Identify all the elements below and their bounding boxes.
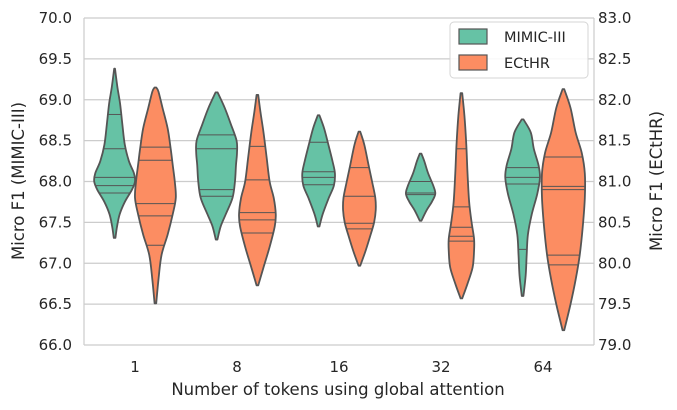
x-tick-label: 32 — [431, 358, 450, 376]
tick-labels: 66.0 66.5 67.0 67.5 68.0 68.5 69.0 69.5 70.0 79.0… — [39, 9, 632, 376]
y-right-tick-label: 83.0 — [598, 9, 631, 27]
violin-ecthr-8 — [238, 93, 277, 287]
violin-body — [238, 93, 277, 287]
x-tick-label: 64 — [533, 358, 552, 376]
violin-body — [93, 67, 137, 239]
y-right-tick-label: 79.5 — [598, 295, 631, 313]
y-left-tick-label: 69.0 — [39, 91, 72, 109]
y-right-tick-label: 81.5 — [598, 132, 631, 150]
y-right-tick-label: 82.0 — [598, 91, 631, 109]
violin-body — [447, 92, 476, 300]
violin-body — [504, 118, 541, 297]
y-left-tick-label: 68.5 — [39, 132, 72, 150]
violin-body — [404, 152, 437, 222]
violin-ecthr-16 — [342, 130, 377, 267]
violin-body — [195, 91, 239, 241]
y-right-tick-label: 80.5 — [598, 213, 631, 231]
legend-swatch-ecthr — [458, 54, 488, 71]
y-left-tick-label: 67.5 — [39, 213, 72, 231]
legend-label-mimic: MIMIC-III — [504, 30, 566, 46]
violins — [93, 67, 587, 332]
violin-body — [134, 86, 177, 305]
y-right-tick-label: 82.5 — [598, 50, 631, 68]
y-left-tick-label: 68.0 — [39, 173, 72, 191]
violin-ecthr-64 — [540, 88, 587, 332]
x-tick-label: 8 — [232, 358, 242, 376]
violin-mimiciii-1 — [93, 67, 137, 239]
y-right-axis-title: Micro F1 (ECtHR) — [647, 111, 666, 251]
violin-body — [540, 88, 587, 332]
legend-swatch-mimic — [458, 28, 488, 45]
legend-label-ecthr: ECtHR — [504, 56, 550, 72]
y-right-tick-label: 81.0 — [598, 173, 631, 191]
violin-mimiciii-8 — [195, 91, 239, 241]
y-left-tick-label: 67.0 — [39, 254, 72, 272]
violin-mimiciii-16 — [301, 114, 336, 228]
violin-mimiciii-64 — [504, 118, 541, 297]
legend: MIMIC-III ECtHR — [449, 21, 589, 79]
violin-ecthr-32 — [447, 92, 476, 300]
violin-body — [301, 114, 336, 228]
violin-mimiciii-32 — [404, 152, 437, 222]
y-left-tick-label: 66.0 — [39, 336, 72, 354]
x-tick-label: 16 — [329, 358, 348, 376]
x-axis-title: Number of tokens using global attention — [171, 380, 504, 399]
violin-body — [342, 130, 377, 267]
y-left-tick-label: 69.5 — [39, 50, 72, 68]
violin-ecthr-1 — [134, 86, 177, 305]
y-left-tick-label: 66.5 — [39, 295, 72, 313]
y-left-tick-label: 70.0 — [39, 9, 72, 27]
x-tick-label: 1 — [130, 358, 140, 376]
y-left-axis-title: Micro F1 (MIMIC-III) — [9, 102, 28, 260]
y-right-tick-label: 79.0 — [598, 336, 631, 354]
y-right-tick-label: 80.0 — [598, 254, 631, 272]
